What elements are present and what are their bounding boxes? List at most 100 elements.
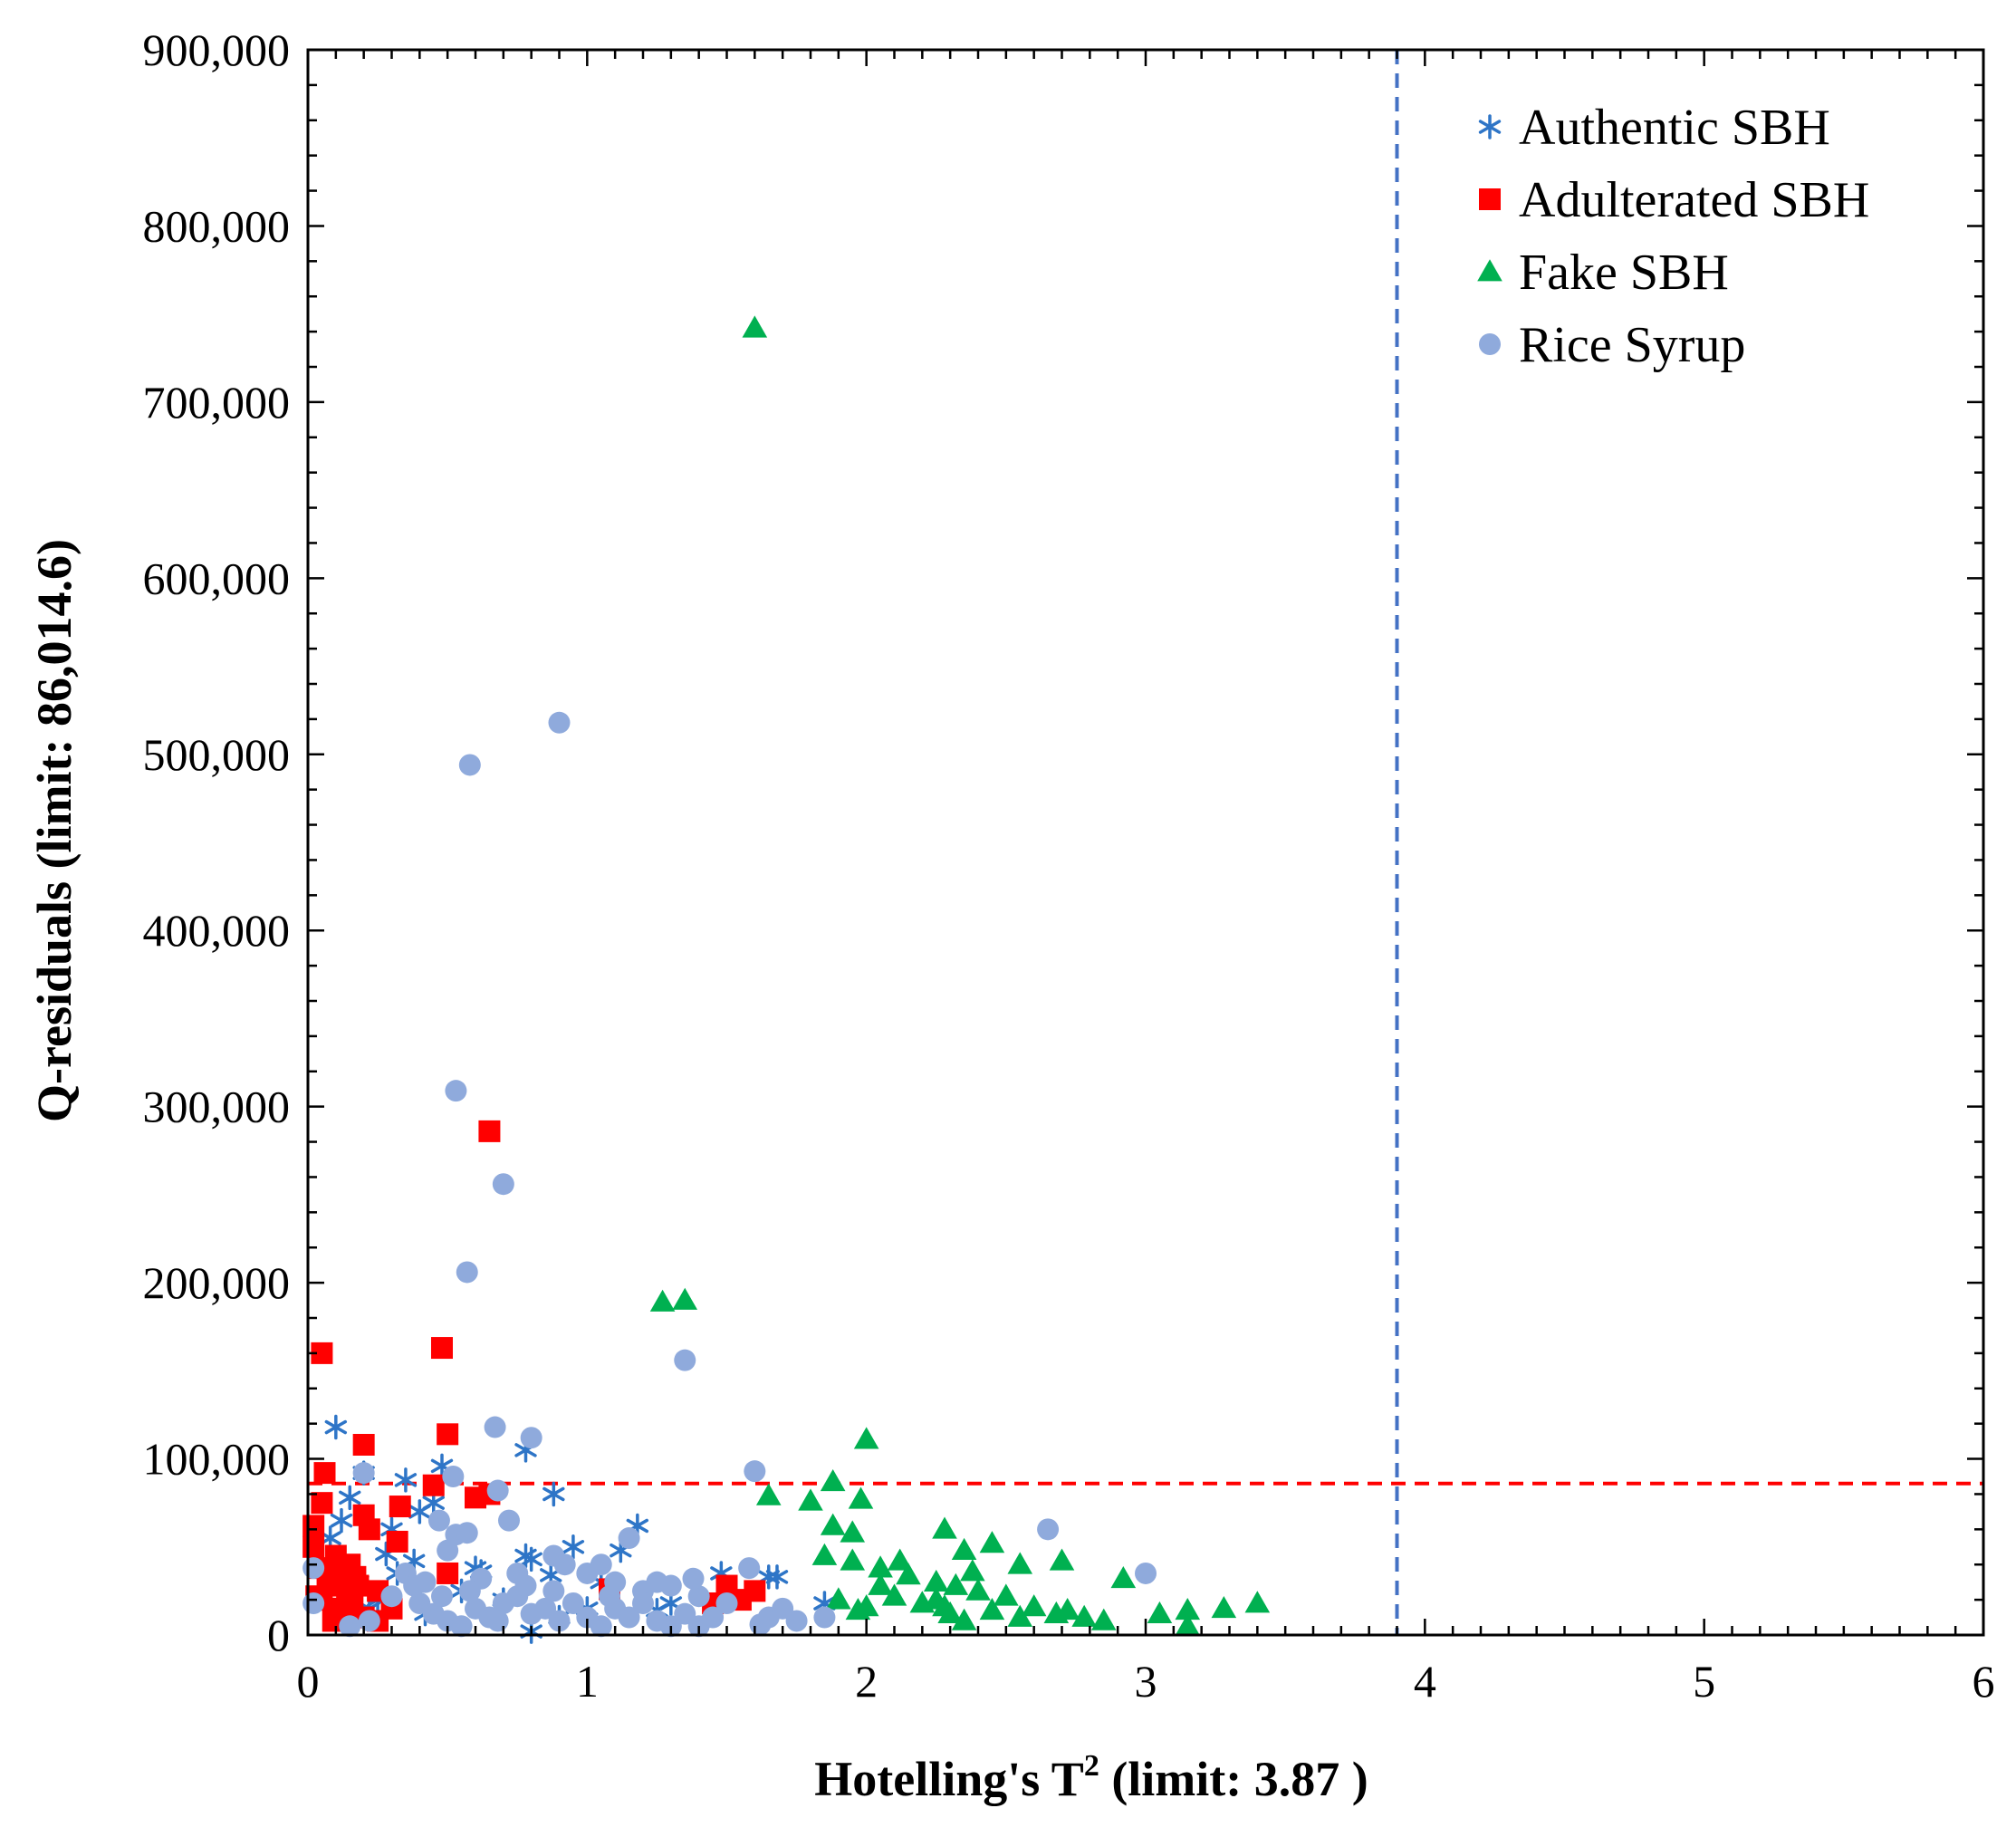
data-point <box>548 1610 571 1632</box>
data-point <box>1043 1601 1070 1624</box>
data-point <box>755 1483 782 1505</box>
asterisk-stroke <box>710 1566 733 1581</box>
data-point <box>682 1567 705 1590</box>
data-point <box>437 1423 459 1446</box>
data-point <box>548 711 571 734</box>
data-point <box>542 1580 565 1602</box>
asterisk-stroke <box>430 1458 454 1474</box>
data-point <box>386 1530 408 1553</box>
data-point <box>687 1585 710 1608</box>
y-tick-label: 200,000 <box>143 1257 291 1308</box>
data-point <box>456 1261 478 1284</box>
data-point <box>943 1573 969 1595</box>
data-point <box>820 1513 846 1535</box>
data-point <box>450 1615 473 1638</box>
legend-marker <box>1477 259 1502 282</box>
data-point <box>590 1553 612 1576</box>
data-point <box>1147 1601 1173 1624</box>
data-point <box>302 1592 325 1614</box>
data-point <box>618 1606 640 1629</box>
data-point <box>514 1574 537 1597</box>
data-point <box>492 1173 514 1196</box>
data-point <box>456 1522 478 1544</box>
data-point <box>302 1557 325 1580</box>
x-axis-title: Hotelling's T2 (limit: 3.87 ) <box>814 1749 1368 1806</box>
axis-ticks <box>306 48 1985 1637</box>
data-point <box>302 1535 325 1558</box>
y-tick-label: 600,000 <box>143 553 291 603</box>
data-point <box>324 1414 348 1440</box>
data-point <box>562 1534 585 1560</box>
data-point <box>389 1496 411 1518</box>
data-point <box>1090 1608 1117 1630</box>
series-rice-syrup <box>302 711 1157 1638</box>
data-point <box>1007 1552 1033 1574</box>
plot-frame <box>306 48 1985 1637</box>
y-tick-label: 400,000 <box>143 905 291 956</box>
asterisk-stroke <box>542 1486 565 1502</box>
data-point <box>765 1564 789 1590</box>
asterisk-stroke <box>422 1496 445 1510</box>
asterisk-stroke <box>765 1570 789 1584</box>
x-tick-label: 1 <box>576 1656 599 1707</box>
data-point <box>380 1585 403 1608</box>
data-point <box>442 1466 465 1487</box>
y-tick-label: 0 <box>267 1610 290 1660</box>
x-tick-label: 0 <box>297 1656 320 1707</box>
data-point <box>1037 1518 1060 1541</box>
data-point <box>408 1499 431 1524</box>
data-point <box>923 1569 949 1592</box>
data-point <box>445 1080 467 1102</box>
asterisk-stroke <box>339 1490 361 1505</box>
data-point <box>458 1580 481 1602</box>
data-point <box>1007 1604 1033 1627</box>
data-point <box>618 1527 640 1550</box>
data-point <box>1135 1562 1157 1584</box>
data-point <box>302 1515 325 1537</box>
data-point <box>672 1287 698 1310</box>
data-point <box>887 1548 913 1571</box>
data-point <box>431 1585 453 1608</box>
legend-marker <box>1478 114 1502 139</box>
data-point <box>590 1615 612 1638</box>
legend-label: Authentic SBH <box>1519 100 1830 156</box>
data-point <box>1244 1591 1271 1613</box>
legend-label: Fake SBH <box>1519 245 1729 301</box>
data-point <box>358 1518 380 1541</box>
data-point <box>840 1548 866 1571</box>
data-point <box>1110 1565 1137 1589</box>
data-point <box>1175 1613 1201 1636</box>
data-point <box>394 1467 418 1493</box>
data-point <box>330 1507 353 1534</box>
data-point <box>486 1610 509 1632</box>
y-tick-label: 800,000 <box>143 200 291 251</box>
data-point <box>738 1557 761 1580</box>
data-point <box>341 1592 364 1614</box>
asterisk-stroke <box>659 1596 683 1611</box>
data-point <box>414 1571 437 1593</box>
data-point <box>478 1120 501 1142</box>
data-point <box>896 1563 921 1585</box>
data-points <box>302 315 1271 1644</box>
data-point <box>498 1509 520 1532</box>
data-point <box>951 1537 977 1561</box>
data-point <box>881 1583 907 1606</box>
data-point <box>427 1509 450 1532</box>
y-tick-labels: 0 100,000 200,000 300,000 400,000 500,000 600,… <box>143 24 291 1660</box>
data-point <box>840 1520 866 1543</box>
data-point <box>352 1434 375 1456</box>
y-tick-label: 100,000 <box>143 1434 291 1485</box>
data-point <box>868 1555 893 1578</box>
data-point <box>1049 1548 1075 1571</box>
data-point <box>1211 1596 1237 1619</box>
series-adulterated-sbh <box>302 1120 766 1632</box>
data-point <box>649 1289 676 1312</box>
data-point <box>352 1462 375 1485</box>
data-point <box>744 1460 766 1483</box>
data-point <box>1021 1594 1047 1617</box>
data-point <box>813 1606 836 1629</box>
y-tick-label: 500,000 <box>143 729 291 780</box>
asterisk-stroke <box>380 1522 403 1537</box>
data-point <box>486 1479 509 1502</box>
x-tick-labels: 0 1 2 3 4 5 6 <box>297 1656 1995 1707</box>
